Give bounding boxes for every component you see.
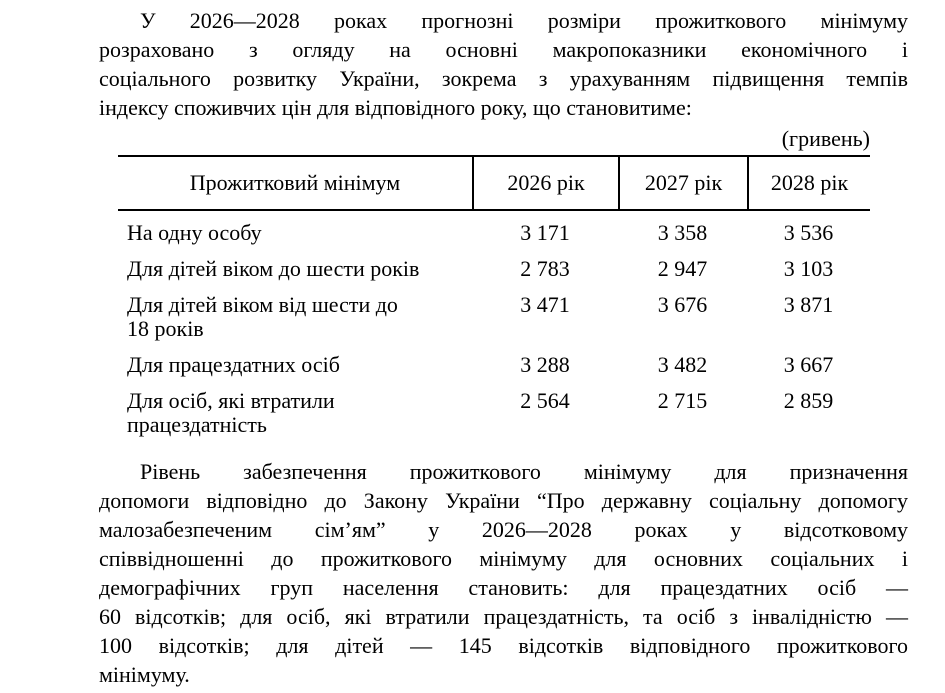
- intro-paragraph: У 2026—2028 роках прогнозні розміри прож…: [99, 6, 908, 122]
- row-label: Для працездатних осіб: [127, 352, 340, 377]
- table-row: Для дітей віком до шести років 2 783 2 9…: [118, 251, 870, 287]
- currency-unit-label: (гривень): [781, 126, 870, 151]
- value-2028: 3 103: [783, 256, 834, 281]
- column-header-2028: 2028 рік: [747, 157, 870, 209]
- value-2027: 3 358: [657, 220, 708, 245]
- paragraph-line: співвідношенні до прожиткового мінімуму …: [99, 546, 908, 571]
- value-2027: 3 676: [657, 292, 708, 317]
- value-2028: 3 536: [783, 220, 834, 245]
- paragraph-line: 60 відсотків; для осіб, які втратили пра…: [99, 604, 908, 629]
- value-2028: 3 871: [783, 292, 834, 317]
- table-row: Для дітей віком від шести до 18 років 3 …: [118, 287, 870, 347]
- table-row: Для осіб, які втратили працездатність 2 …: [118, 383, 870, 443]
- column-header-2026: 2026 рік: [472, 157, 618, 209]
- paragraph-line: демографічних груп населення становить: …: [99, 575, 908, 600]
- table-row: На одну особу 3 171 3 358 3 536: [118, 211, 870, 251]
- value-2027: 2 715: [657, 388, 708, 413]
- table-row: Для працездатних осіб 3 288 3 482 3 667: [118, 347, 870, 383]
- value-2026: 2 783: [520, 256, 570, 281]
- paragraph-line: мінімуму.: [99, 662, 190, 687]
- value-2028: 2 859: [783, 388, 834, 413]
- paragraph-line: 100 відсотків; для дітей — 145 відсотків…: [99, 633, 908, 658]
- body-paragraph: Рівень забезпечення прожиткового мінімум…: [99, 457, 908, 689]
- value-2026: 3 288: [520, 352, 570, 377]
- row-label: На одну особу: [127, 220, 262, 245]
- paragraph-line: допомоги відповідно до Закону України “П…: [99, 488, 908, 513]
- paragraph-line: індексу споживчих цін для відповідного р…: [99, 95, 692, 120]
- value-2026: 3 471: [520, 292, 570, 317]
- row-label: Для осіб, які втратили працездатність: [127, 388, 335, 437]
- value-2026: 3 171: [520, 220, 570, 245]
- paragraph-line: У 2026—2028 роках прогнозні розміри прож…: [140, 8, 908, 33]
- row-label: Для дітей віком від шести до 18 років: [127, 292, 398, 341]
- subsistence-minimum-table: Прожитковий мінімум 2026 рік 2027 рік 20…: [118, 155, 870, 443]
- row-label: Для дітей віком до шести років: [127, 256, 420, 281]
- value-2027: 3 482: [657, 352, 708, 377]
- column-header-category: Прожитковий мінімум: [189, 170, 401, 195]
- paragraph-line: розраховано з огляду на основні макропок…: [99, 37, 908, 62]
- value-2028: 3 667: [783, 352, 834, 377]
- paragraph-line: соціального розвитку України, зокрема з …: [99, 66, 908, 91]
- value-2026: 2 564: [520, 388, 570, 413]
- column-header-2027: 2027 рік: [618, 157, 747, 209]
- value-2027: 2 947: [657, 256, 708, 281]
- table-header-row: Прожитковий мінімум 2026 рік 2027 рік 20…: [118, 157, 870, 211]
- paragraph-line: малозабезпеченим сім’ям” у 2026—2028 рок…: [99, 517, 908, 542]
- paragraph-line: Рівень забезпечення прожиткового мінімум…: [140, 459, 908, 484]
